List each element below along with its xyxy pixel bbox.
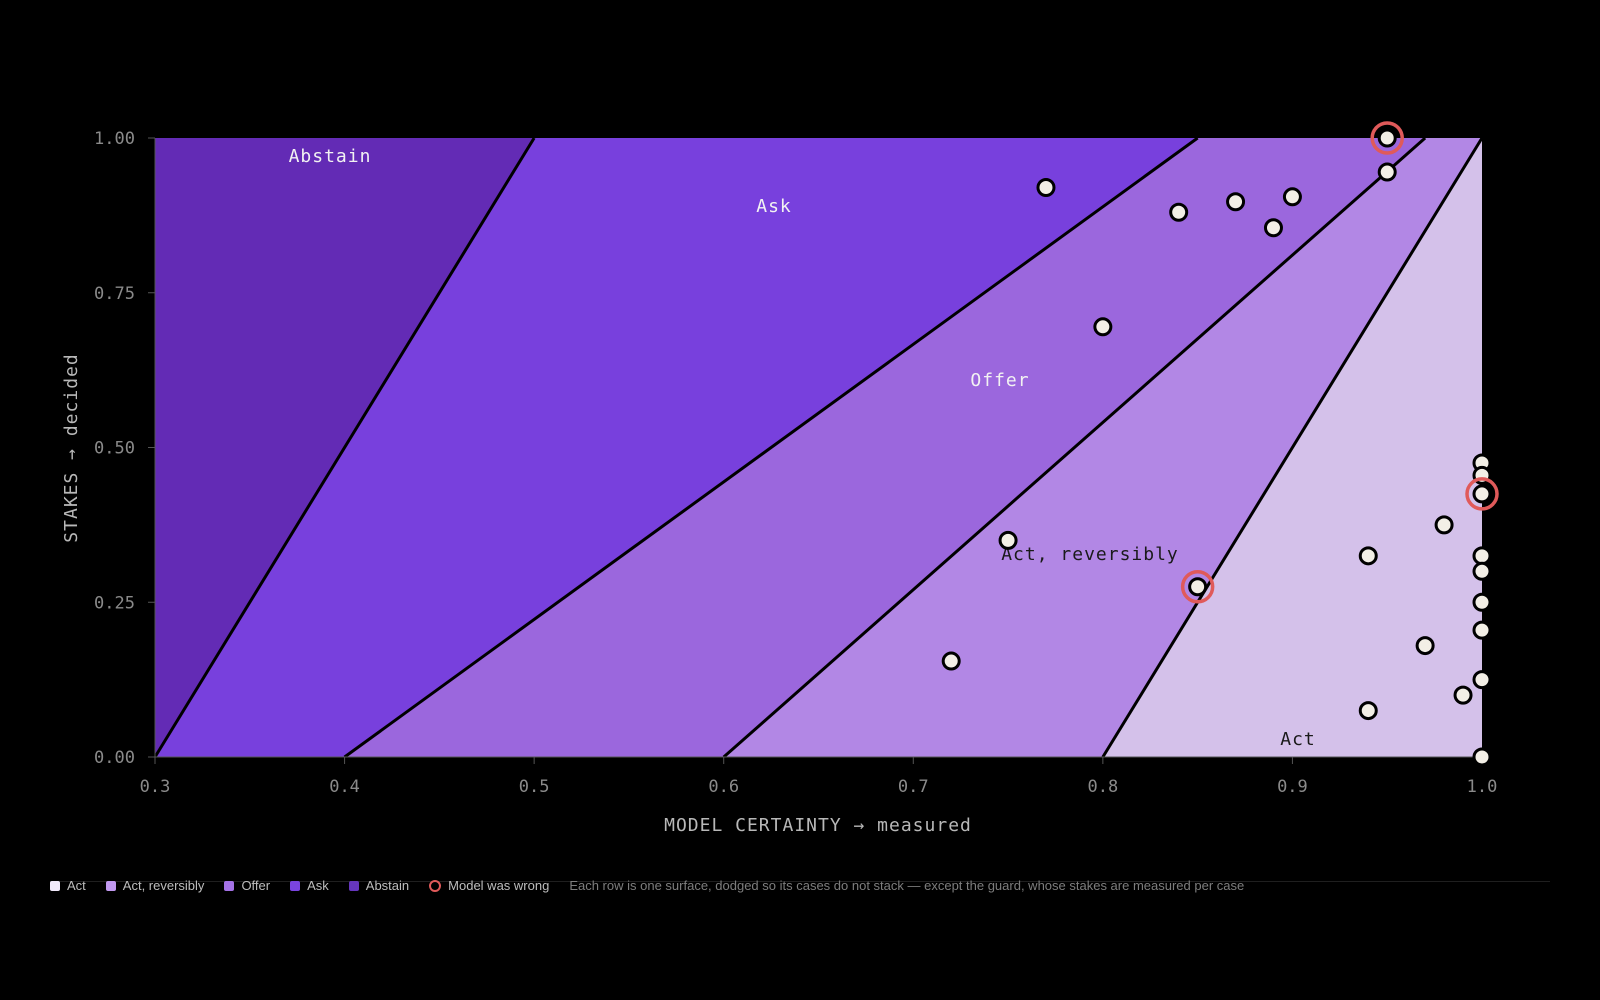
case-point <box>1434 515 1454 535</box>
legend-item-act-reversibly: Act, reversibly <box>105 878 205 893</box>
y-tick-label: 0.00 <box>94 748 135 768</box>
case-point <box>1282 187 1302 207</box>
legend-swatch-act-reversibly <box>105 880 116 891</box>
region-label-offer: Offer <box>970 370 1029 391</box>
case-point-wrong <box>1377 128 1397 148</box>
x-tick-label: 0.5 <box>519 777 550 797</box>
legend-item-abstain: Abstain <box>348 878 410 893</box>
case-points <box>941 121 1499 767</box>
legend-label-model-wrong: Model was wrong <box>448 878 550 893</box>
case-point <box>941 651 961 671</box>
legend-label-abstain: Abstain <box>365 878 410 893</box>
case-point <box>998 530 1018 550</box>
x-tick-label: 0.4 <box>329 777 360 797</box>
case-point <box>1358 701 1378 721</box>
case-point <box>1472 592 1492 612</box>
region-label-act: Act <box>1280 729 1316 750</box>
x-axis-title: MODEL CERTAINTY → measured <box>664 815 972 836</box>
y-tick-label: 1.00 <box>94 129 135 149</box>
region-act-reversibly <box>723 138 1482 757</box>
legend-item-ask: Ask <box>290 878 329 893</box>
case-point <box>1415 636 1435 656</box>
boundary-line-1 <box>153 137 536 758</box>
case-point <box>1358 546 1378 566</box>
boundary-line-4 <box>1101 137 1484 758</box>
case-point <box>1453 685 1473 705</box>
case-point <box>1169 202 1189 222</box>
region-label-act-reversibly: Act, reversibly <box>1001 544 1179 565</box>
region-label-abstain: Abstain <box>289 146 372 167</box>
y-tick-label: 0.25 <box>94 593 135 613</box>
x-tick-label: 0.9 <box>1277 777 1308 797</box>
x-tick-label: 0.6 <box>708 777 739 797</box>
case-point <box>1472 561 1492 581</box>
y-tick-label: 0.50 <box>94 439 135 459</box>
y-axis-title: STAKES → decided <box>61 353 82 542</box>
wrong-case-ring <box>1370 121 1404 155</box>
legend-label-act-reversibly: Act, reversibly <box>122 878 205 893</box>
case-point <box>1093 317 1113 337</box>
boundary-line-2 <box>343 136 1199 759</box>
legend-note: Each row is one surface, dodged so its c… <box>569 878 1245 893</box>
case-point <box>1472 546 1492 566</box>
case-point <box>1472 747 1492 767</box>
legend-item-offer: Offer <box>224 878 270 893</box>
x-tick-label: 0.8 <box>1087 777 1118 797</box>
region-offer <box>344 138 1426 757</box>
legend-label-offer: Offer <box>241 878 271 893</box>
legend-item-act: Act <box>50 878 86 893</box>
x-tick-label: 1.0 <box>1467 777 1498 797</box>
boundary-line-3 <box>722 136 1427 759</box>
legend-swatch-offer <box>224 880 235 891</box>
case-point-wrong <box>1188 577 1208 597</box>
case-point <box>1472 670 1492 690</box>
wrong-ring-icon <box>429 879 442 892</box>
legend-item-model-wrong: Model was wrong <box>429 878 549 893</box>
case-point <box>1472 620 1492 640</box>
legend-swatch-ask <box>290 880 301 891</box>
wrong-case-ring <box>1180 570 1215 604</box>
x-tick-label: 0.7 <box>898 777 929 797</box>
case-point <box>1263 218 1283 238</box>
legend: Act Act, reversibly Offer Ask Abstain Mo… <box>50 878 1550 893</box>
case-point <box>1226 192 1246 212</box>
legend-swatch-act <box>50 880 60 891</box>
y-tick-label: 0.75 <box>94 284 135 304</box>
case-point <box>1036 178 1056 198</box>
region-bands <box>155 138 1482 757</box>
region-labels: Abstain Ask Offer Act, reversibly Act <box>289 146 1316 750</box>
case-point-wrong <box>1472 484 1492 504</box>
decision-regions-chart: 0.3 0.4 0.5 0.6 0.7 0.8 0.9 1.0 0.00 0.25 0.50 0.75… <box>61 121 1499 836</box>
case-point <box>1377 162 1397 182</box>
legend-swatch-abstain <box>348 880 359 891</box>
axes: 0.3 0.4 0.5 0.6 0.7 0.8 0.9 1.0 0.00 0.25 0.50 0.75… <box>94 129 1497 797</box>
region-ask <box>155 138 1198 757</box>
region-label-ask: Ask <box>756 196 792 217</box>
legend-label-act: Act <box>67 878 86 893</box>
legend-divider <box>50 881 1550 882</box>
wrong-case-ring <box>1465 477 1499 511</box>
x-tick-label: 0.3 <box>140 777 171 797</box>
legend-label-ask: Ask <box>307 878 329 893</box>
region-boundaries <box>153 136 1484 759</box>
